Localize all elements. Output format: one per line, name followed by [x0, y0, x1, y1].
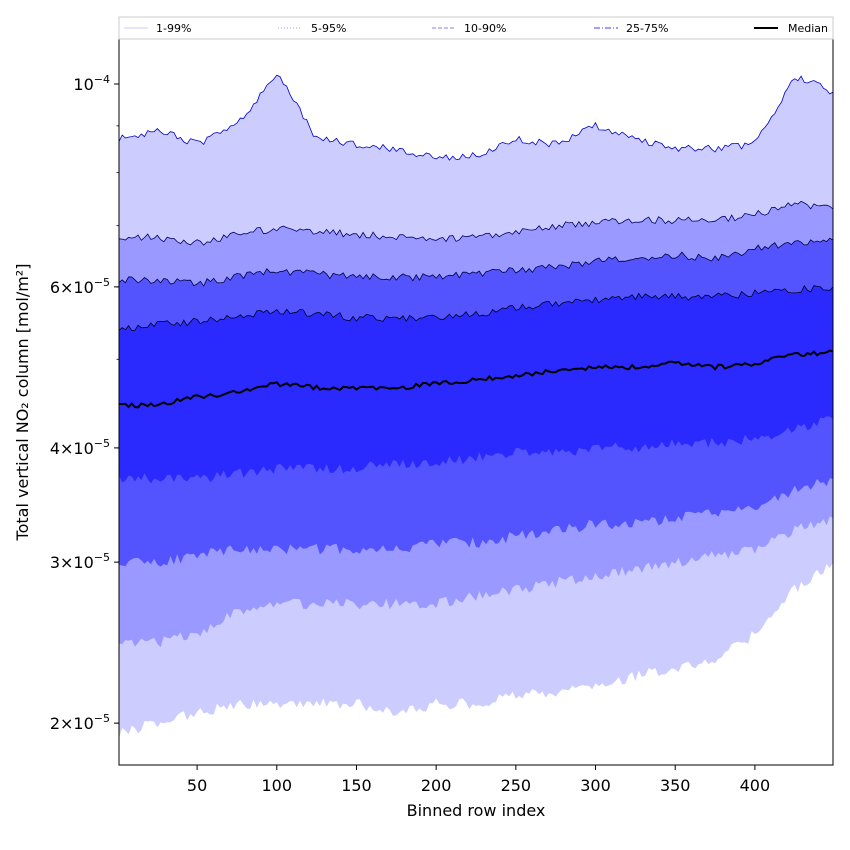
x-tick-label: 100: [262, 776, 293, 795]
x-tick-label: 200: [421, 776, 452, 795]
y-tick-label: 6×10−5: [50, 276, 110, 297]
median-line: [118, 349, 834, 409]
legend: 1-99% 5-95% 10-90% 25-75% Median: [118, 16, 834, 40]
x-axis: 50 100 150 200 250 300 350 400: [187, 765, 770, 795]
median-layer: [118, 349, 834, 409]
x-tick-label: 300: [580, 776, 611, 795]
band-upper-edge-10-90%: [118, 237, 834, 287]
y-axis: 2×10−5 3×10−5 4×10−5 6×10−5 10−4: [50, 73, 119, 733]
legend-label-5-95%: 5-95%: [311, 22, 346, 35]
x-tick-label: 400: [740, 776, 771, 795]
y-tick-label: 2×10−5: [50, 712, 110, 733]
y-tick-label: 4×10−5: [50, 437, 110, 458]
x-tick-label: 350: [660, 776, 691, 795]
y-tick-label: 3×10−5: [50, 551, 110, 572]
legend-label-Median: Median: [788, 22, 828, 35]
bands-layer: [118, 74, 834, 738]
x-tick-label: 150: [341, 776, 372, 795]
legend-label-10-90%: 10-90%: [464, 22, 506, 35]
legend-box: [118, 16, 834, 40]
band-upper-edge-25-75%: [118, 285, 834, 332]
y-tick-label: 10−4: [73, 73, 110, 94]
band-25-75%: [119, 285, 833, 484]
legend-label-1-99%: 1-99%: [156, 22, 191, 35]
band-upper-edge-1-99%: [118, 74, 834, 161]
legend-label-25-75%: 25-75%: [626, 22, 668, 35]
y-axis-label: Total vertical NO₂ column [mol/m²]: [13, 264, 32, 542]
band-upper-edge-5-95%: [118, 200, 834, 246]
x-tick-label: 50: [187, 776, 207, 795]
x-tick-label: 250: [501, 776, 532, 795]
x-axis-label: Binned row index: [407, 801, 546, 820]
